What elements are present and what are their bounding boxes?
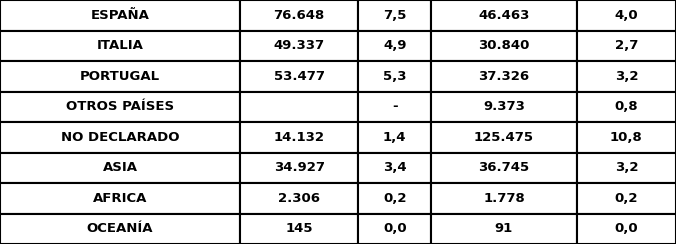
Bar <box>240 122 358 152</box>
Text: 30.840: 30.840 <box>479 39 529 52</box>
Text: ASIA: ASIA <box>103 161 137 174</box>
Text: PORTUGAL: PORTUGAL <box>80 70 160 83</box>
Bar <box>0 92 240 122</box>
Bar <box>358 30 431 61</box>
Text: OTROS PAÍSES: OTROS PAÍSES <box>66 100 174 113</box>
Text: 2.306: 2.306 <box>278 192 320 205</box>
Text: 53.477: 53.477 <box>274 70 324 83</box>
Bar <box>358 0 431 30</box>
Bar <box>577 30 676 61</box>
Text: 1.778: 1.778 <box>483 192 525 205</box>
Bar <box>358 214 431 244</box>
Text: ESPAÑA: ESPAÑA <box>91 9 149 22</box>
Text: 49.337: 49.337 <box>274 39 324 52</box>
Bar <box>358 152 431 183</box>
Text: 125.475: 125.475 <box>474 131 534 144</box>
Text: 1,4: 1,4 <box>383 131 406 144</box>
Bar <box>431 214 577 244</box>
Text: 2,7: 2,7 <box>614 39 638 52</box>
Text: 3,2: 3,2 <box>614 161 638 174</box>
Text: 34.927: 34.927 <box>274 161 324 174</box>
Bar <box>358 183 431 214</box>
Bar <box>577 122 676 152</box>
Bar <box>431 183 577 214</box>
Bar <box>240 183 358 214</box>
Text: 10,8: 10,8 <box>610 131 643 144</box>
Bar <box>358 61 431 92</box>
Bar <box>0 30 240 61</box>
Text: OCEANÍA: OCEANÍA <box>87 222 153 235</box>
Text: 0,2: 0,2 <box>614 192 638 205</box>
Text: NO DECLARADO: NO DECLARADO <box>61 131 179 144</box>
Bar <box>431 0 577 30</box>
Text: AFRICA: AFRICA <box>93 192 147 205</box>
Bar <box>240 152 358 183</box>
Text: 91: 91 <box>495 222 513 235</box>
Bar <box>240 0 358 30</box>
Text: 3,4: 3,4 <box>383 161 406 174</box>
Bar <box>0 61 240 92</box>
Text: 5,3: 5,3 <box>383 70 406 83</box>
Bar <box>431 61 577 92</box>
Text: ITALIA: ITALIA <box>97 39 143 52</box>
Bar <box>431 30 577 61</box>
Bar <box>577 92 676 122</box>
Text: 36.745: 36.745 <box>479 161 529 174</box>
Text: 14.132: 14.132 <box>274 131 324 144</box>
Text: 7,5: 7,5 <box>383 9 406 22</box>
Text: 9.373: 9.373 <box>483 100 525 113</box>
Bar <box>431 152 577 183</box>
Text: 46.463: 46.463 <box>479 9 529 22</box>
Bar <box>0 214 240 244</box>
Bar <box>240 30 358 61</box>
Text: 37.326: 37.326 <box>479 70 529 83</box>
Text: -: - <box>392 100 397 113</box>
Bar <box>0 152 240 183</box>
Text: 76.648: 76.648 <box>274 9 324 22</box>
Bar <box>0 183 240 214</box>
Text: 3,2: 3,2 <box>614 70 638 83</box>
Bar <box>577 152 676 183</box>
Text: 0,8: 0,8 <box>614 100 638 113</box>
Bar <box>0 122 240 152</box>
Bar <box>577 214 676 244</box>
Text: 4,0: 4,0 <box>614 9 638 22</box>
Text: 0,2: 0,2 <box>383 192 406 205</box>
Bar <box>240 214 358 244</box>
Text: 4,9: 4,9 <box>383 39 406 52</box>
Bar <box>0 0 240 30</box>
Text: 145: 145 <box>285 222 313 235</box>
Text: 0,0: 0,0 <box>614 222 638 235</box>
Text: 0,0: 0,0 <box>383 222 406 235</box>
Bar <box>240 61 358 92</box>
Bar <box>577 183 676 214</box>
Bar <box>431 122 577 152</box>
Bar <box>358 92 431 122</box>
Bar <box>431 92 577 122</box>
Bar <box>240 92 358 122</box>
Bar <box>577 61 676 92</box>
Bar <box>358 122 431 152</box>
Bar <box>577 0 676 30</box>
